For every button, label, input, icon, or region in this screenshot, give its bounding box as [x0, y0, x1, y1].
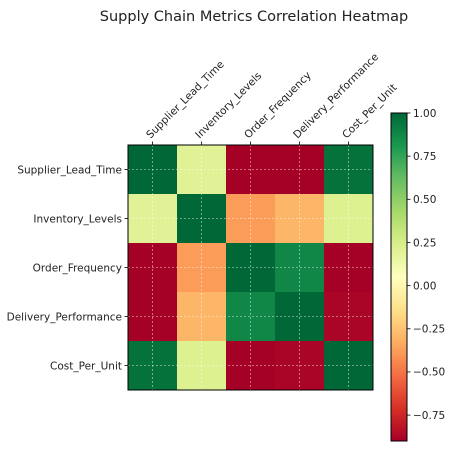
colorbar-tick-label: −0.50 — [413, 367, 445, 379]
colorbar: 1.00 0.75 0.50 0.25 0.00 −0.25 −0.50 −0.75 — [390, 108, 445, 442]
colorbar-tick-label: −0.75 — [413, 410, 445, 422]
colorbar-tick-label: 0.75 — [413, 151, 436, 163]
y-tick-label: Delivery_Performance — [7, 311, 122, 323]
chart-title: Supply Chain Metrics Correlation Heatmap — [100, 9, 408, 25]
colorbar-tick-label: 0.00 — [413, 280, 436, 292]
colorbar-gradient — [391, 113, 407, 441]
y-tick-label: Order_Frequency — [33, 262, 122, 274]
x-tick-label: Delivery_Performance — [291, 51, 381, 141]
y-tick-label: Supplier_Lead_Time — [17, 164, 122, 176]
colorbar-tick-label: 0.25 — [413, 237, 436, 249]
y-tick-label: Inventory_Levels — [33, 213, 122, 225]
colorbar-frame — [390, 112, 408, 442]
y-tick-labels: Supplier_Lead_Time Inventory_Levels Order_… — [7, 164, 128, 372]
x-tick-labels: Supplier_Lead_TimeInventory_LevelsOrder_… — [144, 51, 399, 145]
x-tick-label: Supplier_Lead_Time — [144, 59, 227, 142]
colorbar-tick-label: 0.50 — [413, 194, 436, 206]
colorbar-tick-label: 1.00 — [413, 108, 436, 120]
colorbar-tick-label: −0.25 — [413, 324, 445, 336]
y-tick-label: Cost_Per_Unit — [50, 360, 122, 372]
heatmap-grid — [128, 145, 373, 390]
heatmap-cell — [226, 243, 276, 293]
